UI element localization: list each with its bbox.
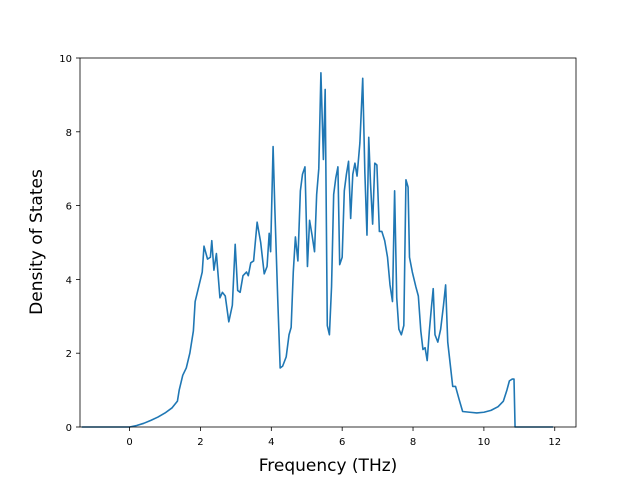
x-tick-label: 2 <box>197 437 203 448</box>
y-tick-label: 8 <box>66 128 72 139</box>
x-tick-label: 0 <box>126 437 132 448</box>
y-tick-label: 4 <box>66 275 72 286</box>
y-tick-label: 0 <box>66 423 72 434</box>
plot-area <box>80 58 576 427</box>
series-layer <box>81 71 553 428</box>
series-line-0 <box>81 71 553 428</box>
x-axis-ticks: 0 2 4 6 8 10 12 <box>126 427 561 448</box>
x-tick-label: 12 <box>548 437 561 448</box>
y-axis-ticks: 0 2 4 6 8 10 <box>59 54 80 434</box>
y-tick-label: 6 <box>66 202 72 213</box>
y-tick-label: 10 <box>59 54 72 65</box>
y-axis-label: Density of States <box>27 169 47 315</box>
plot-frame <box>79 57 577 428</box>
x-tick-label: 8 <box>410 437 416 448</box>
x-axis-label: Frequency (THz) <box>259 456 398 476</box>
x-tick-label: 10 <box>478 437 491 448</box>
x-tick-label: 4 <box>268 437 274 448</box>
x-tick-label: 6 <box>339 437 345 448</box>
y-tick-label: 2 <box>66 349 72 360</box>
